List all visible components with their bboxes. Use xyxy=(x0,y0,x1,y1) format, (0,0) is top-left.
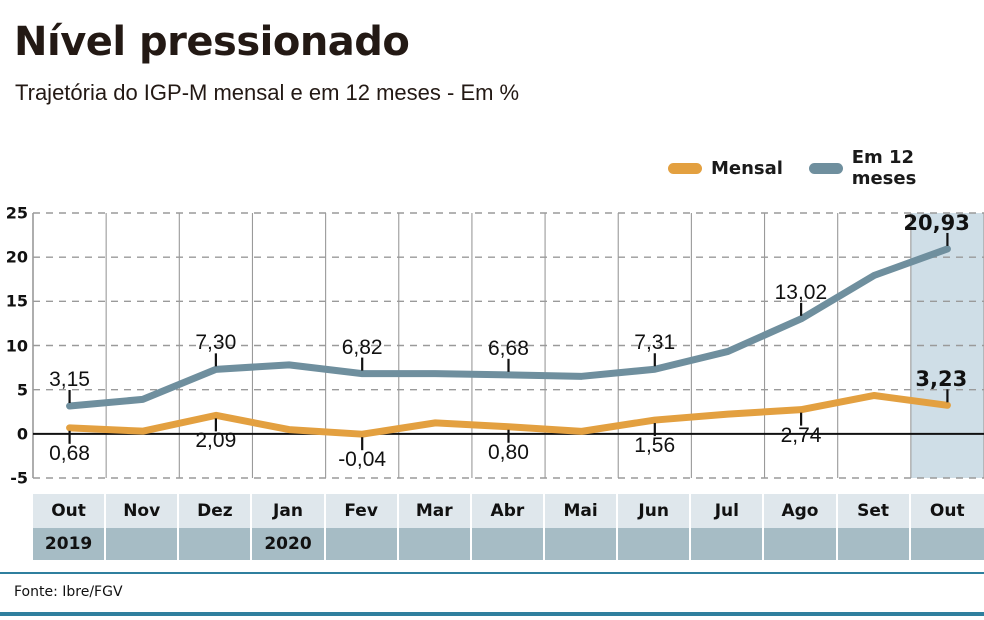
data-label: 2,74 xyxy=(780,423,822,447)
month-cell: Mai xyxy=(544,494,619,528)
series-line-em-12-meses xyxy=(66,245,951,410)
chart-legend: Mensal Em 12 meses xyxy=(668,147,984,189)
month-header-row: Out Nov Dez Jan Fev Mar Abr Mai Jun Jul Ago Set Out xyxy=(33,494,984,528)
data-label: 3,15 xyxy=(49,368,90,391)
year-cell xyxy=(691,528,765,560)
year-cell: 2020 xyxy=(252,528,326,560)
month-cell: Out xyxy=(33,494,107,528)
y-tick-label: 15 xyxy=(5,291,28,311)
month-cell: Jul xyxy=(691,494,765,528)
series-line-mensal xyxy=(66,391,951,438)
legend-item-em-12-meses[interactable]: Em 12 meses xyxy=(808,147,984,189)
data-label: 7,31 xyxy=(634,331,676,355)
year-cell xyxy=(910,528,984,560)
legend-swatch-icon xyxy=(808,162,843,174)
data-label: 0,68 xyxy=(49,441,90,465)
year-cell xyxy=(471,528,545,560)
year-cell xyxy=(837,528,911,560)
year-cell xyxy=(544,528,619,560)
y-tick-label: 20 xyxy=(5,247,28,267)
footer-divider-bottom xyxy=(0,612,984,616)
month-cell: Fev xyxy=(325,494,399,528)
data-label: 13,02 xyxy=(774,280,828,304)
data-label: 7,30 xyxy=(195,331,237,355)
data-label: 6,82 xyxy=(341,335,383,359)
month-cell: Out xyxy=(910,494,984,528)
data-label: 6,68 xyxy=(488,336,529,360)
x-axis-table: Out Nov Dez Jan Fev Mar Abr Mai Jun Jul Ago Set Out … xyxy=(33,494,984,560)
y-tick-label: -5 xyxy=(10,468,28,488)
y-tick-label: 5 xyxy=(16,380,28,400)
y-tick-label: 10 xyxy=(5,336,28,355)
month-cell: Dez xyxy=(179,494,253,528)
month-cell: Nov xyxy=(106,494,180,528)
data-label: 20,93 xyxy=(903,210,970,235)
legend-label: Em 12 meses xyxy=(851,147,917,189)
page-title: Nível pressionado xyxy=(14,19,410,65)
footer-divider-top xyxy=(0,572,984,574)
page-subtitle: Trajetória do IGP-M mensal e em 12 meses… xyxy=(15,80,520,105)
y-tick-label: 25 xyxy=(5,203,28,223)
source-note: Fonte: Ibre/FGV xyxy=(14,584,123,600)
legend-item-mensal[interactable]: Mensal xyxy=(668,158,783,179)
year-cell xyxy=(179,528,253,560)
month-cell: Jun xyxy=(618,494,692,528)
legend-label: Mensal xyxy=(711,157,783,179)
year-cell xyxy=(618,528,692,560)
year-cell xyxy=(398,528,472,560)
legend-swatch-icon xyxy=(668,162,702,174)
year-header-row: 2019 2020 xyxy=(33,528,984,560)
data-label: 1,56 xyxy=(634,434,676,458)
month-cell: Ago xyxy=(764,494,838,528)
data-label: 3,23 xyxy=(915,367,968,392)
line-chart-svg xyxy=(32,212,984,479)
data-label: -0,04 xyxy=(338,448,387,472)
month-cell: Jan xyxy=(252,494,326,528)
month-cell: Mar xyxy=(398,494,472,528)
data-label: 2,09 xyxy=(195,429,237,453)
year-cell: 2019 xyxy=(33,528,107,560)
year-cell xyxy=(106,528,180,560)
year-cell xyxy=(764,528,838,560)
data-label: 0,80 xyxy=(488,440,529,464)
chart-plot-area: 25 20 15 10 5 0 -5 3,15 7,30 6,82 6,68 7,31 13,02 20… xyxy=(0,196,984,492)
month-cell: Abr xyxy=(471,494,545,528)
year-cell xyxy=(325,528,399,560)
y-tick-label: 0 xyxy=(16,424,28,444)
month-cell: Set xyxy=(837,494,911,528)
